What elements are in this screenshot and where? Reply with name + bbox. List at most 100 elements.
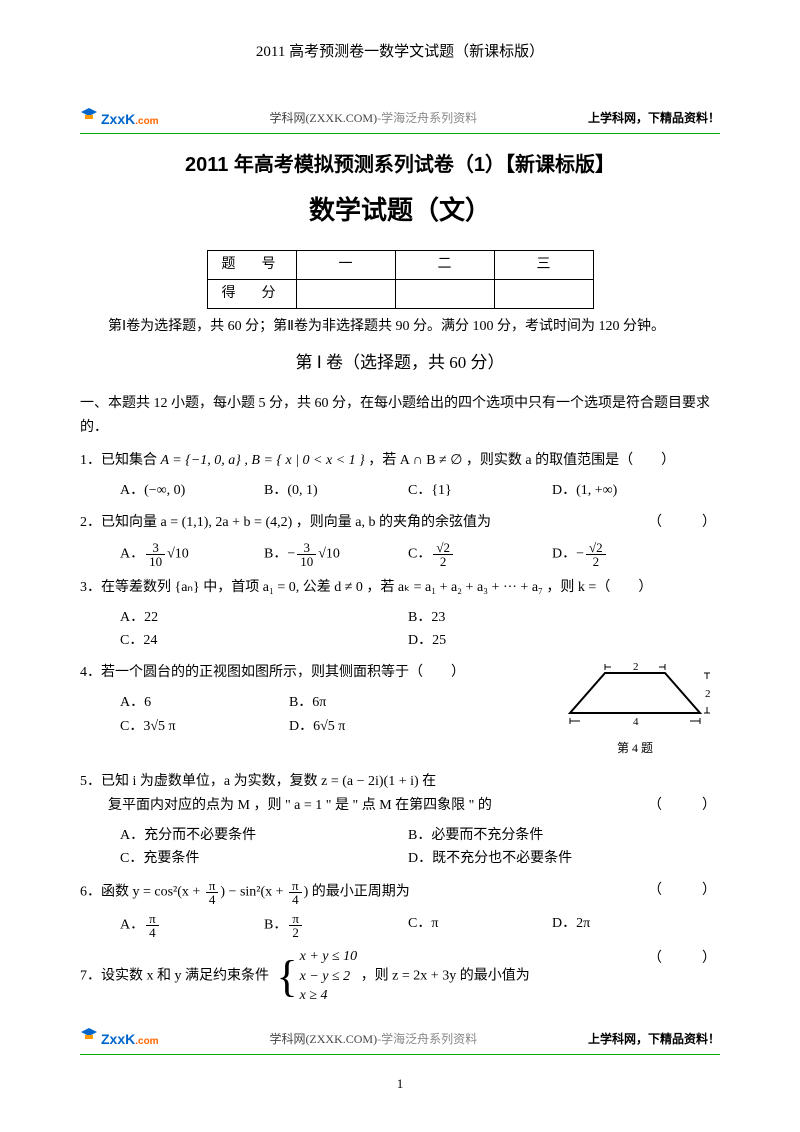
part-a-intro: 一、本题共 12 小题，每小题 5 分，共 60 分，在每小题给出的四个选项中只… bbox=[80, 392, 720, 440]
q2-choice-b: B．−310√10 bbox=[264, 541, 408, 568]
cell bbox=[494, 280, 593, 309]
den: 2 bbox=[289, 926, 302, 939]
q1-stem-b: ，若 A ∩ B ≠ ∅ ，则实数 a 的取值范围是（ ） bbox=[365, 453, 675, 468]
num: √2 bbox=[433, 541, 453, 555]
brand-logo-suffix: .com bbox=[135, 116, 158, 127]
question-3: 3．在等差数列 {aₙ} 中，首项 a₁ = 0, 公差 d ≠ 0 ，若 aₖ… bbox=[80, 576, 720, 653]
q6-choice-d: D．2π bbox=[552, 912, 696, 939]
brand-mid-gray: -学海泛舟系列资料 bbox=[377, 1032, 477, 1046]
brand-mid-gray: -学海泛舟系列资料 bbox=[377, 111, 477, 125]
q6-stem-a: 6．函数 y = cos²(x + bbox=[80, 885, 204, 900]
q2-choice-a: A．310√10 bbox=[120, 541, 264, 568]
brand-mid: 学科网(ZXXK.COM)-学海泛舟系列资料 bbox=[269, 108, 477, 128]
tail: √10 bbox=[167, 546, 189, 561]
cell: 三 bbox=[494, 251, 593, 280]
cell: 二 bbox=[395, 251, 494, 280]
figure-4: 2 2 4 第 4 题 bbox=[550, 661, 720, 758]
sys-line-1: x + y ≤ 10 bbox=[300, 949, 358, 964]
brand-mid-black: 学科网(ZXXK.COM) bbox=[269, 1032, 377, 1046]
q7-stem-b: ，则 z = 2x + 3y 的最小值为 bbox=[357, 969, 530, 984]
pre: B．− bbox=[264, 546, 295, 561]
pre: B． bbox=[264, 918, 287, 933]
q5-blank: （ ） bbox=[648, 794, 720, 818]
pre: D．− bbox=[552, 546, 584, 561]
num: π bbox=[289, 912, 302, 926]
question-4: 2 2 4 第 4 题 4．若一个圆台的的正视图如图所示，则其侧面积等于（ ） … bbox=[80, 661, 720, 762]
den: 2 bbox=[433, 555, 453, 568]
pre: A． bbox=[120, 546, 144, 561]
q1-choice-c: C．{1} bbox=[408, 479, 552, 503]
q2-choices: A．310√10 B．−310√10 C．√22 D．−√22 bbox=[120, 541, 720, 568]
q2-blank: （ ） bbox=[648, 511, 720, 535]
q5-choices: A．充分而不必要条件 B．必要而不充分条件 C．充要条件 D．既不充分也不必要条… bbox=[120, 824, 720, 872]
q5-stem: 5．已知 i 为虚数单位，a 为实数，复数 z = (a − 2i)(1 + i… bbox=[80, 774, 436, 789]
num: 3 bbox=[297, 541, 316, 555]
q4-choices: A．6 B．6π C．3√5 π D．6√5 π bbox=[120, 691, 472, 739]
q1-sets: A = {−1, 0, a} , B = { x | 0 < x < 1 } bbox=[161, 453, 365, 468]
num: π bbox=[289, 879, 302, 893]
grad-cap-icon bbox=[80, 106, 98, 124]
q1-stem-a: 1．已知集合 bbox=[80, 453, 161, 468]
page-number: 1 bbox=[80, 1073, 720, 1095]
q3-stem: 3．在等差数列 {aₙ} 中，首项 a₁ = 0, 公差 d ≠ 0 ，若 aₖ… bbox=[80, 580, 652, 595]
question-5: 5．已知 i 为虚数单位，a 为实数，复数 z = (a − 2i)(1 + i… bbox=[80, 770, 720, 871]
den: 4 bbox=[206, 893, 219, 906]
section-1-text: 第 Ⅰ 卷（选择题，共 60 分） bbox=[295, 353, 504, 372]
tail: √10 bbox=[318, 546, 340, 561]
brand-logo-suffix: .com bbox=[135, 1036, 158, 1047]
den: 2 bbox=[586, 555, 606, 568]
q5-choice-b: B．必要而不充分条件 bbox=[408, 824, 696, 848]
pre: C． bbox=[408, 546, 431, 561]
den: 10 bbox=[297, 555, 316, 568]
brand-mid: 学科网(ZXXK.COM)-学海泛舟系列资料 bbox=[269, 1029, 477, 1049]
num: π bbox=[146, 912, 159, 926]
q7-stem-a: 7．设实数 x 和 y 满足约束条件 bbox=[80, 969, 273, 984]
exam-subtitle: 数学试题（文） bbox=[80, 188, 720, 232]
brand-bar-bottom: ZxxK.com 学科网(ZXXK.COM)-学海泛舟系列资料 上学科网，下精品… bbox=[80, 1026, 720, 1055]
pre: A． bbox=[120, 918, 144, 933]
brand-mid-black: 学科网(ZXXK.COM) bbox=[269, 111, 377, 125]
exam-title: 2011 年高考模拟预测系列试卷（1）【新课标版】 bbox=[80, 148, 720, 182]
q1-choices: A．(−∞, 0) B．(0, 1) C．{1} D．(1, +∞) bbox=[120, 479, 720, 503]
table-row: 得 分 bbox=[207, 280, 593, 309]
cell: 得 分 bbox=[207, 280, 296, 309]
cell bbox=[296, 280, 395, 309]
cell: 题 号 bbox=[207, 251, 296, 280]
q3-choice-c: C．24 bbox=[120, 629, 408, 653]
num: 3 bbox=[146, 541, 165, 555]
q7-blank: （ ） bbox=[648, 947, 720, 971]
q3-choices: A．22 B．23 C．24 D．25 bbox=[120, 606, 720, 654]
doc-header-title: 2011 高考预测卷一数学文试题（新课标版） bbox=[80, 40, 720, 66]
brand-logo: ZxxK.com bbox=[80, 1026, 159, 1052]
page: 2011 高考预测卷一数学文试题（新课标版） ZxxK.com 学科网(ZXXK… bbox=[0, 0, 800, 1115]
sys-line-3: x ≥ 4 bbox=[300, 988, 328, 1003]
den: 4 bbox=[289, 893, 302, 906]
sys-line-2: x − y ≤ 2 bbox=[300, 969, 351, 984]
question-2: 2．已知向量 a = (1,1), 2a + b = (4,2) ，则向量 a,… bbox=[80, 511, 720, 568]
q6-choices: A．π4 B．π2 C．π D．2π bbox=[120, 912, 720, 939]
brand-logo-text: ZxxK bbox=[101, 111, 135, 127]
q1-choice-b: B．(0, 1) bbox=[264, 479, 408, 503]
q4-choice-d: D．6√5 π bbox=[289, 715, 458, 739]
section-1-header: 第 Ⅰ 卷（选择题，共 60 分） bbox=[80, 349, 720, 378]
q5-line2: 复平面内对应的点为 M ，则 " a = 1 " 是 " 点 M 在第四象限 "… bbox=[108, 798, 492, 813]
q6-choice-b: B．π2 bbox=[264, 912, 408, 939]
q6-blank: （ ） bbox=[648, 879, 720, 903]
num: √2 bbox=[586, 541, 606, 555]
q4-choice-c: C．3√5 π bbox=[120, 715, 289, 739]
brand-right: 上学科网，下精品资料！ bbox=[588, 1029, 720, 1049]
grad-cap-icon bbox=[80, 1026, 98, 1044]
question-1: 1．已知集合 A = {−1, 0, a} , B = { x | 0 < x … bbox=[80, 449, 720, 503]
den: 4 bbox=[146, 926, 159, 939]
den: 10 bbox=[146, 555, 165, 568]
brand-right: 上学科网，下精品资料！ bbox=[588, 108, 720, 128]
brand-logo-text: ZxxK bbox=[101, 1031, 135, 1047]
score-table: 题 号 一 二 三 得 分 bbox=[207, 250, 594, 309]
q4-stem: 4．若一个圆台的的正视图如图所示，则其侧面积等于（ ） bbox=[80, 665, 465, 680]
num: π bbox=[206, 879, 219, 893]
q6-choice-c: C．π bbox=[408, 912, 552, 939]
q1-choice-a: A．(−∞, 0) bbox=[120, 479, 264, 503]
q4-choice-b: B．6π bbox=[289, 691, 458, 715]
q2-choice-c: C．√22 bbox=[408, 541, 552, 568]
figure-4-caption: 第 4 题 bbox=[550, 738, 720, 758]
